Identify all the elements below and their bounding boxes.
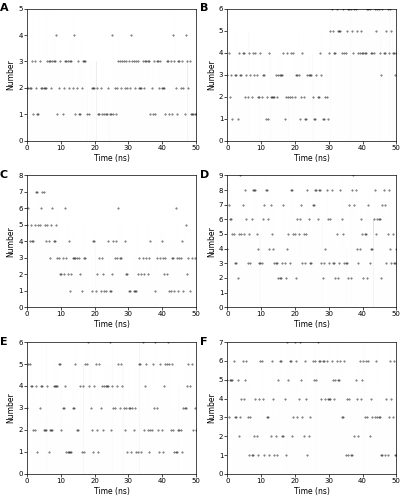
Y-axis label: Number: Number bbox=[207, 226, 216, 256]
X-axis label: Time (ns): Time (ns) bbox=[294, 487, 330, 496]
Y-axis label: Number: Number bbox=[207, 60, 216, 90]
Y-axis label: Number: Number bbox=[6, 392, 15, 424]
X-axis label: Time (ns): Time (ns) bbox=[94, 154, 130, 162]
Text: E: E bbox=[0, 337, 8, 347]
Y-axis label: Number: Number bbox=[6, 226, 15, 256]
Text: A: A bbox=[0, 4, 9, 14]
X-axis label: Time (ns): Time (ns) bbox=[94, 487, 130, 496]
Y-axis label: Number: Number bbox=[6, 60, 15, 90]
X-axis label: Time (ns): Time (ns) bbox=[294, 154, 330, 162]
X-axis label: Time (ns): Time (ns) bbox=[294, 320, 330, 329]
X-axis label: Time (ns): Time (ns) bbox=[94, 320, 130, 329]
Y-axis label: Number: Number bbox=[207, 392, 216, 424]
Text: D: D bbox=[200, 170, 210, 180]
Text: C: C bbox=[0, 170, 8, 180]
Text: F: F bbox=[200, 337, 208, 347]
Text: B: B bbox=[200, 4, 209, 14]
